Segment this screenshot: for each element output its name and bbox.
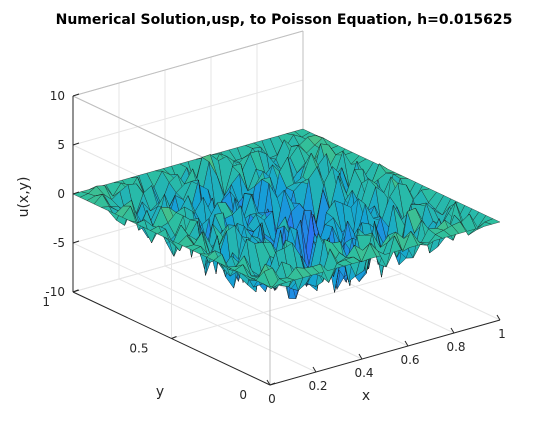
x-tick-label: 0.8 [446, 340, 465, 354]
x-tick-label: 0.4 [354, 366, 373, 380]
y-tick-label: 0 [239, 388, 247, 402]
x-tick-label: 0.6 [400, 353, 419, 367]
x-tick-mark [404, 340, 409, 347]
y-tick-label: 1 [42, 295, 50, 309]
z-tick-mark [72, 93, 80, 97]
z-tick-label: 0 [57, 187, 65, 201]
y-tick-label: 0.5 [129, 342, 148, 356]
z-tick-mark [72, 191, 80, 195]
x-axis-line [269, 319, 501, 386]
y-axis-label: y [156, 384, 164, 400]
z-axis-label: u(x,y) [16, 177, 32, 218]
surface-facet [484, 218, 501, 225]
grid-line [171, 273, 402, 339]
z-tick-label: 5 [57, 138, 65, 152]
x-tick-mark [358, 353, 363, 360]
grid-line [164, 265, 363, 360]
box-edge [72, 30, 304, 97]
x-tick-label: 0 [268, 392, 276, 406]
z-tick-label: -10 [45, 285, 65, 299]
y-tick-mark [269, 382, 276, 386]
x-tick-mark [496, 314, 501, 321]
chart-title: Numerical Solution,usp, to Poisson Equat… [56, 12, 513, 28]
z-tick-mark [72, 289, 80, 293]
x-tick-mark [450, 327, 455, 334]
z-tick-label: -5 [53, 236, 65, 250]
surface-layer [72, 128, 501, 300]
x-tick-mark [312, 366, 317, 373]
x-axis-label: x [362, 388, 370, 404]
y-tick-mark [171, 336, 177, 339]
z-tick-mark [72, 240, 80, 244]
z-tick-mark [72, 142, 80, 146]
x-tick-label: 1 [498, 327, 506, 341]
grid-line [118, 278, 317, 373]
grid-line [72, 79, 304, 146]
z-tick-label: 10 [50, 89, 65, 103]
x-tick-label: 0.2 [308, 379, 327, 393]
x-tick-mark [266, 379, 271, 386]
